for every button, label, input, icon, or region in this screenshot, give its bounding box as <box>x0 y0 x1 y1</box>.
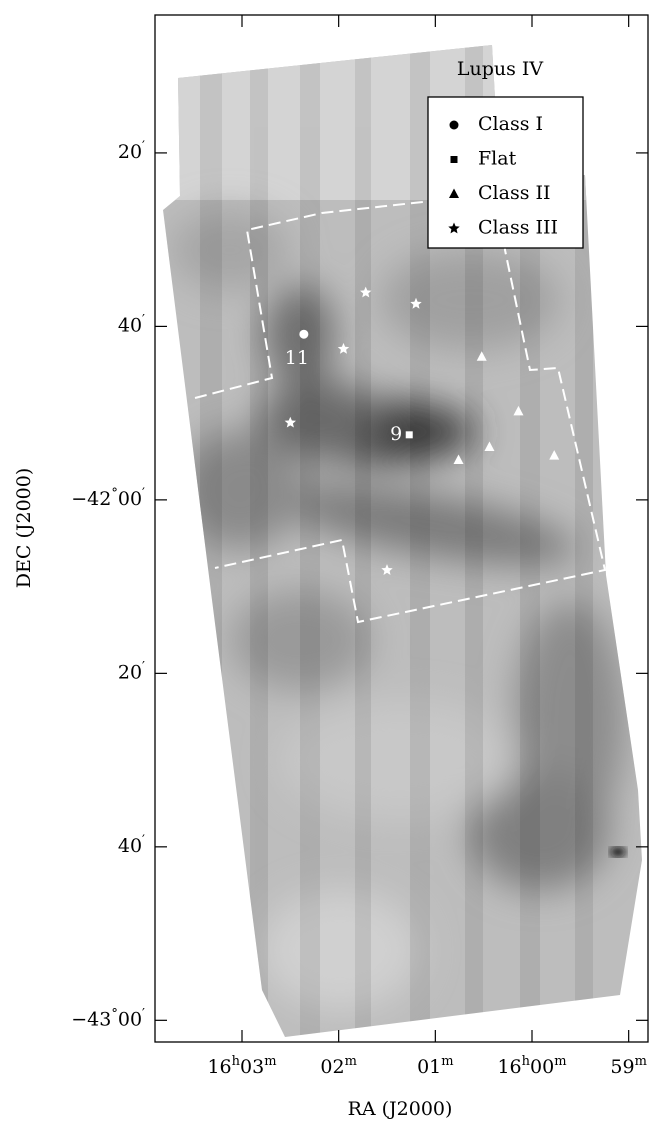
legend-label: Flat <box>478 148 517 170</box>
point-class-ii <box>476 351 487 361</box>
plot-frame <box>154 14 649 1043</box>
y-tick-label: −42°00′ <box>71 485 145 510</box>
y-axis-label: DEC (J2000) <box>13 468 35 588</box>
point-class-iii <box>410 297 422 309</box>
point-class-iii <box>284 416 296 428</box>
legend-label: Class I <box>478 113 543 135</box>
x-axis-label: RA (J2000) <box>348 1098 453 1120</box>
point-class-iii <box>360 286 372 298</box>
survey-boundary <box>194 191 607 624</box>
point-class-ii <box>453 454 464 464</box>
legend-label: Class III <box>478 217 558 239</box>
y-tick-label: −43°00′ <box>71 1006 145 1031</box>
y-tick-label: 20′ <box>118 659 145 684</box>
legend-marker <box>449 188 459 198</box>
x-tick-label: 01m <box>417 1054 454 1079</box>
x-tick-label: 16h03m <box>207 1054 276 1079</box>
point-class-ii <box>513 405 524 416</box>
x-tick-label: 59m <box>610 1054 647 1079</box>
y-tick-label: 20′ <box>118 138 145 163</box>
y-tick-label: 40′ <box>118 832 145 857</box>
x-tick-label: 16h00m <box>497 1054 566 1079</box>
point-label: 9 <box>390 423 402 445</box>
point-class-i <box>299 329 309 339</box>
legend-marker <box>448 222 460 234</box>
point-class-ii <box>549 450 560 460</box>
y-tick-label: 40′ <box>118 312 145 337</box>
point-class-iii <box>337 342 350 354</box>
point-flat <box>405 431 413 439</box>
point-class-ii <box>484 441 495 451</box>
legend-marker <box>450 156 458 163</box>
point-label: 11 <box>285 347 309 369</box>
point-class-iii <box>381 564 393 575</box>
x-tick-label: 02m <box>320 1054 357 1079</box>
legend-marker <box>449 120 459 130</box>
chart-title: Lupus IV <box>457 58 544 80</box>
legend-label: Class II <box>478 182 551 204</box>
